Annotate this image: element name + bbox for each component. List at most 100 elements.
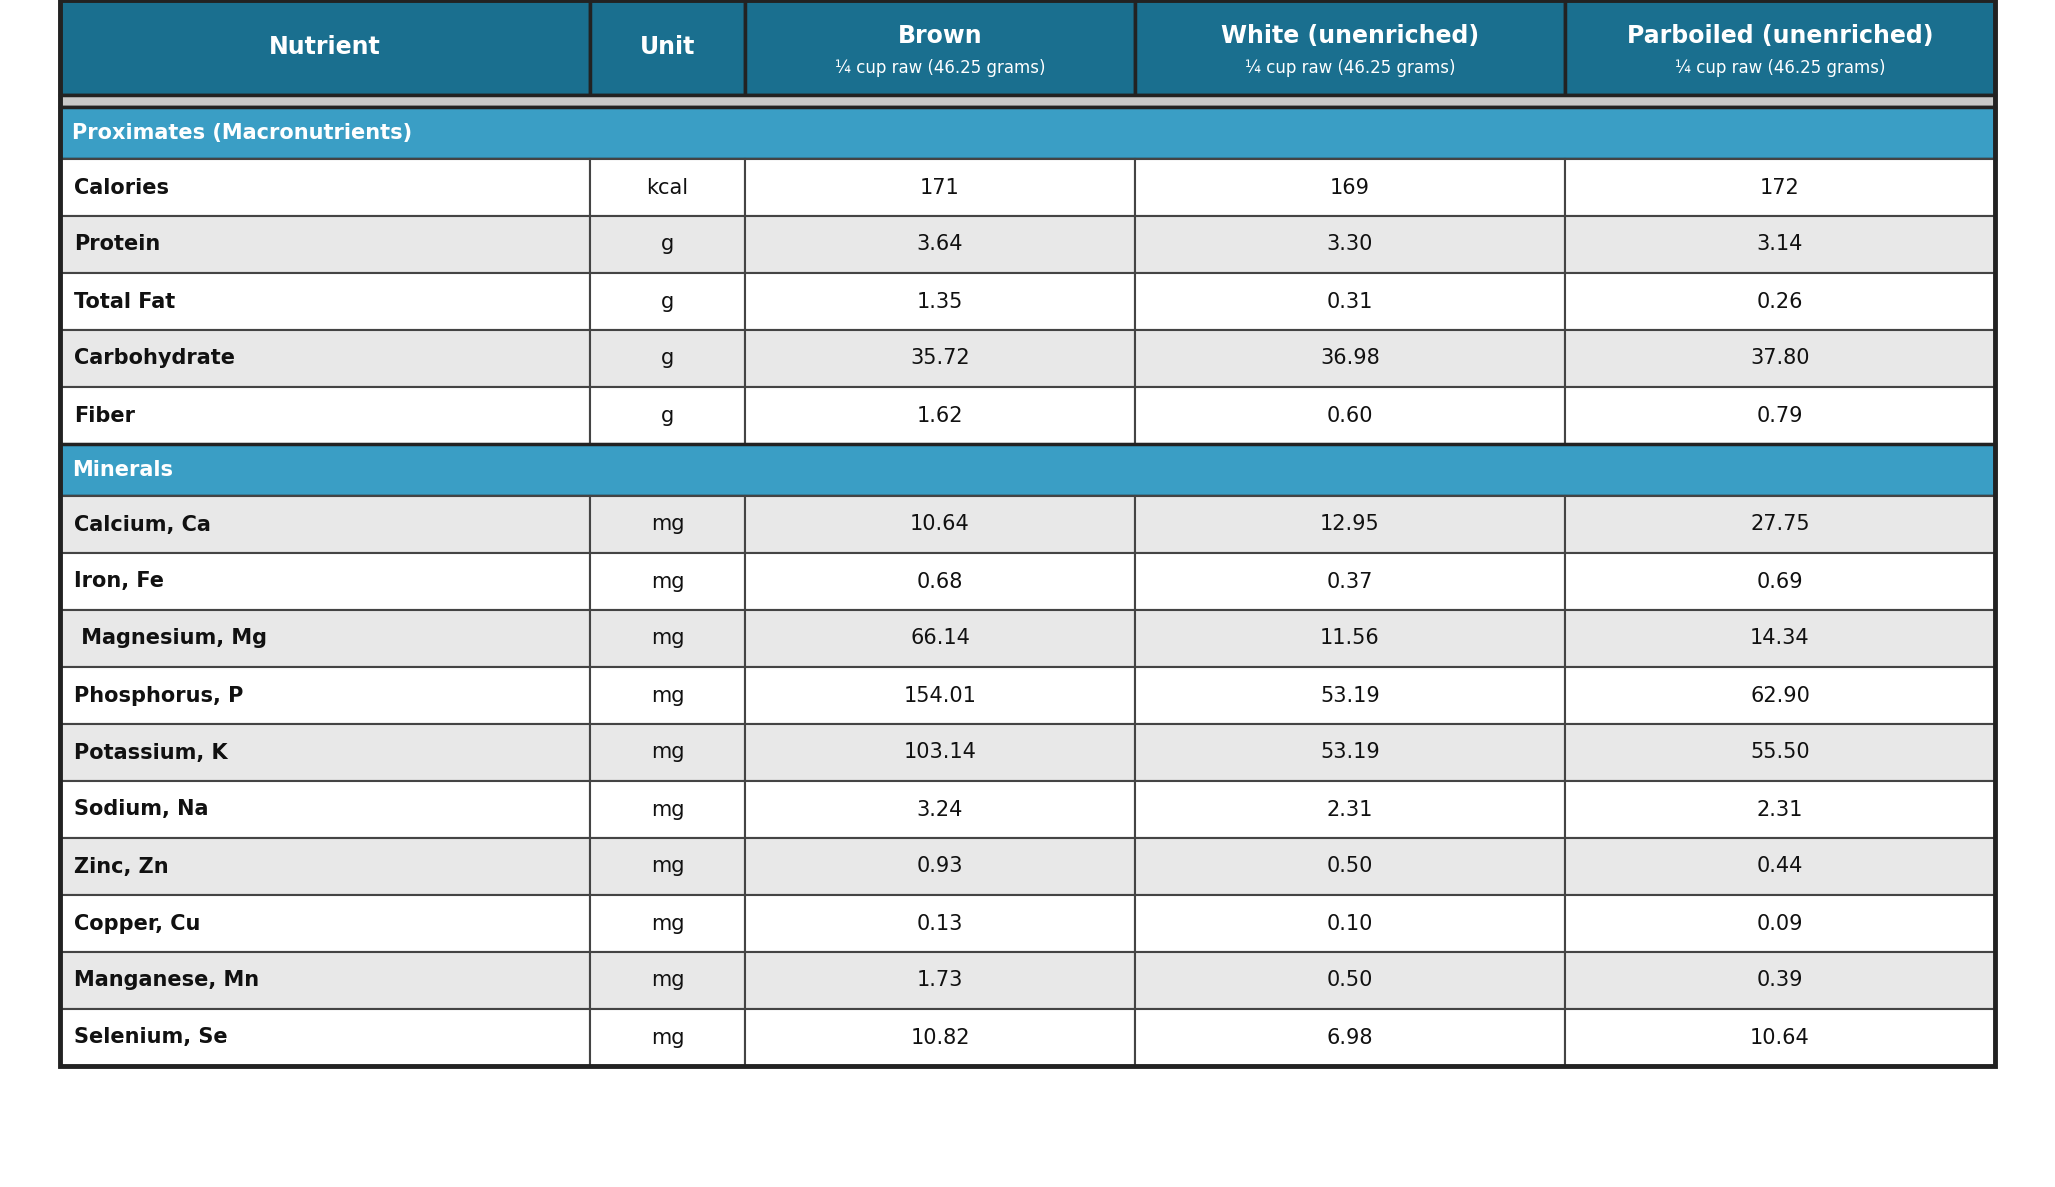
Bar <box>1134 216 1566 273</box>
Bar <box>60 273 590 330</box>
Bar <box>1566 724 1995 781</box>
Text: 27.75: 27.75 <box>1751 514 1810 534</box>
Bar <box>60 387 590 444</box>
Bar <box>746 667 1134 724</box>
Bar <box>60 553 590 610</box>
Bar <box>60 107 1995 159</box>
Bar <box>1134 667 1566 724</box>
Text: 12.95: 12.95 <box>1319 514 1379 534</box>
Text: 3.64: 3.64 <box>917 235 964 254</box>
Text: Nutrient: Nutrient <box>269 36 380 59</box>
Text: mg: mg <box>651 971 684 990</box>
Bar <box>60 159 590 216</box>
Text: 172: 172 <box>1761 178 1800 197</box>
Text: White (unenriched): White (unenriched) <box>1221 24 1480 49</box>
Bar <box>590 0 746 95</box>
Bar <box>1566 610 1995 667</box>
Bar <box>60 838 590 895</box>
Bar <box>1566 159 1995 216</box>
Bar <box>60 781 590 838</box>
Text: Selenium, Se: Selenium, Se <box>74 1028 228 1047</box>
Bar <box>1566 610 1995 667</box>
Bar <box>1134 0 1566 95</box>
Text: Zinc, Zn: Zinc, Zn <box>74 857 169 876</box>
Bar <box>590 159 746 216</box>
Text: 0.44: 0.44 <box>1757 857 1802 876</box>
Bar <box>590 1009 746 1066</box>
Bar <box>1134 159 1566 216</box>
Bar <box>60 952 590 1009</box>
Text: mg: mg <box>651 743 684 762</box>
Text: 0.50: 0.50 <box>1328 971 1373 990</box>
Bar <box>1566 838 1995 895</box>
Bar <box>60 1009 590 1066</box>
Bar <box>1134 387 1566 444</box>
Text: mg: mg <box>651 686 684 705</box>
Text: g: g <box>662 235 674 254</box>
Text: mg: mg <box>651 857 684 876</box>
Bar <box>1566 667 1995 724</box>
Bar <box>1134 952 1566 1009</box>
Text: 3.14: 3.14 <box>1757 235 1802 254</box>
Bar <box>1566 0 1995 95</box>
Text: 0.60: 0.60 <box>1328 406 1373 425</box>
Bar <box>746 724 1134 781</box>
Text: 0.79: 0.79 <box>1757 406 1802 425</box>
Bar <box>746 1009 1134 1066</box>
Bar <box>1566 273 1995 330</box>
Text: 2.31: 2.31 <box>1757 800 1802 819</box>
Bar <box>590 667 746 724</box>
Text: 0.68: 0.68 <box>917 571 964 591</box>
Bar <box>1566 724 1995 781</box>
Text: 35.72: 35.72 <box>910 349 970 368</box>
Text: Calories: Calories <box>74 178 169 197</box>
Bar <box>746 216 1134 273</box>
Text: 0.39: 0.39 <box>1757 971 1802 990</box>
Text: 169: 169 <box>1330 178 1371 197</box>
Bar <box>1134 0 1566 95</box>
Bar <box>590 387 746 444</box>
Bar <box>590 496 746 553</box>
Bar <box>1134 496 1566 553</box>
Bar <box>60 610 590 667</box>
Bar <box>60 273 590 330</box>
Bar <box>60 667 590 724</box>
Bar <box>746 952 1134 1009</box>
Bar <box>590 838 746 895</box>
Text: Potassium, K: Potassium, K <box>74 743 228 762</box>
Text: 14.34: 14.34 <box>1751 628 1810 648</box>
Bar <box>1134 496 1566 553</box>
Bar <box>590 0 746 95</box>
Bar <box>1134 724 1566 781</box>
Bar <box>60 95 1995 107</box>
Bar <box>746 553 1134 610</box>
Bar <box>1134 781 1566 838</box>
Text: 11.56: 11.56 <box>1319 628 1379 648</box>
Bar <box>1134 330 1566 387</box>
Text: Protein: Protein <box>74 235 160 254</box>
Text: 0.10: 0.10 <box>1328 914 1373 933</box>
Text: 37.80: 37.80 <box>1751 349 1810 368</box>
Bar <box>1134 216 1566 273</box>
Bar <box>590 273 746 330</box>
Bar <box>60 107 1995 159</box>
Bar <box>60 95 1995 107</box>
Bar <box>1134 838 1566 895</box>
Text: 0.50: 0.50 <box>1328 857 1373 876</box>
Bar <box>60 553 590 610</box>
Text: g: g <box>662 292 674 311</box>
Text: Unit: Unit <box>639 36 695 59</box>
Text: 154.01: 154.01 <box>904 686 976 705</box>
Bar <box>60 952 590 1009</box>
Text: 171: 171 <box>921 178 960 197</box>
Bar <box>1134 781 1566 838</box>
Bar <box>60 724 590 781</box>
Bar <box>746 216 1134 273</box>
Bar <box>1134 273 1566 330</box>
Bar <box>746 1009 1134 1066</box>
Bar <box>746 387 1134 444</box>
Text: 3.30: 3.30 <box>1328 235 1373 254</box>
Bar <box>60 387 590 444</box>
Bar <box>590 724 746 781</box>
Bar <box>590 387 746 444</box>
